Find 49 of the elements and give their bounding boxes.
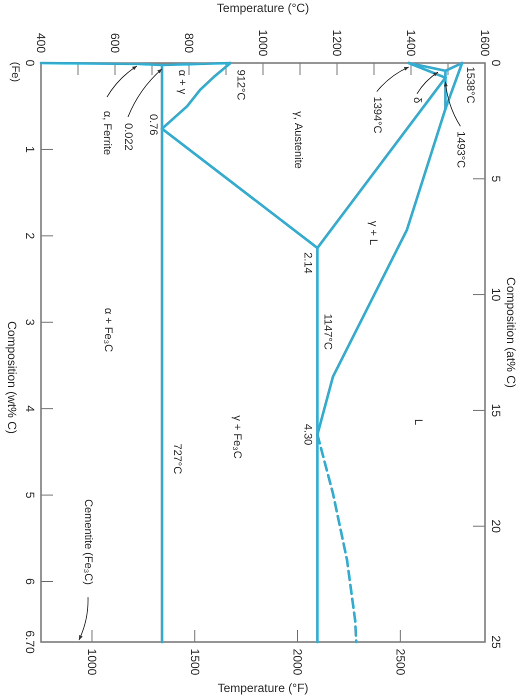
y-tick-label: 2 xyxy=(23,232,37,240)
annotation: α + Fe₃C xyxy=(102,308,114,352)
annotation: 1538°C xyxy=(464,66,476,104)
x2-tick-label: 1500 xyxy=(188,648,202,676)
annotation: 1493°C xyxy=(454,131,466,168)
annotation: Cementite (Fe₃C) xyxy=(82,499,94,585)
annotation: 4.30 xyxy=(301,424,314,446)
annotation: γ, Austenite xyxy=(292,111,304,169)
y-tick-label: 6.70 xyxy=(23,630,37,654)
y-tick-label: 4 xyxy=(23,405,37,412)
annotation: 727°C xyxy=(170,443,183,474)
y2-tick-label: 25 xyxy=(489,635,503,649)
y-tick-label: 0 xyxy=(23,60,37,67)
annotation: 1394°C xyxy=(370,96,383,134)
x-tick-label: 1600 xyxy=(478,30,492,57)
y-tick-label: 6 xyxy=(23,578,37,586)
annotation: α, Ferrite xyxy=(101,110,113,156)
x-tick-label: 800 xyxy=(182,32,196,54)
y2-tick-label: 0 xyxy=(489,60,503,67)
x-tick-label: 1000 xyxy=(256,30,270,57)
x-tick-label: 400 xyxy=(34,32,48,54)
x2-tick-label: 1000 xyxy=(84,648,99,676)
annotation: 0.76 xyxy=(146,114,159,136)
annotation: δ xyxy=(411,97,424,104)
y2-axis-title: Composition (at% C) xyxy=(504,277,518,388)
x2-tick-label: 2000 xyxy=(290,648,305,676)
annotation: 0.022 xyxy=(122,123,134,151)
y2-tick-label: 5 xyxy=(489,175,503,182)
x-tick-label: 1400 xyxy=(404,30,418,57)
y-tick-label: 5 xyxy=(23,492,37,499)
x2-tick-label: 2500 xyxy=(393,648,408,676)
x2-axis-title: Temperature (°F) xyxy=(218,681,308,695)
x-tick-label: 1200 xyxy=(330,30,344,57)
y-tick-label: 3 xyxy=(23,318,37,326)
y2-tick-label: 15 xyxy=(489,404,503,418)
annotation: γ + Fe₃C xyxy=(231,415,243,459)
text: (Fe) xyxy=(9,62,21,82)
annotation: α + γ xyxy=(176,70,188,95)
annotation: 912°C xyxy=(234,70,246,100)
y-axis-title: Composition (wt% C) xyxy=(5,321,19,434)
annotation: γ + L xyxy=(367,220,379,246)
y-tick-label: 1 xyxy=(23,146,37,154)
x-axis-title: Temperature (°C) xyxy=(216,1,310,15)
x-tick-label: 600 xyxy=(108,32,122,54)
annotation: 1147°C xyxy=(321,314,334,350)
annotation: L xyxy=(412,418,424,426)
y2-tick-label: 20 xyxy=(489,520,503,534)
annotation: 2.14 xyxy=(301,252,314,274)
y2-tick-label: 10 xyxy=(489,288,503,302)
